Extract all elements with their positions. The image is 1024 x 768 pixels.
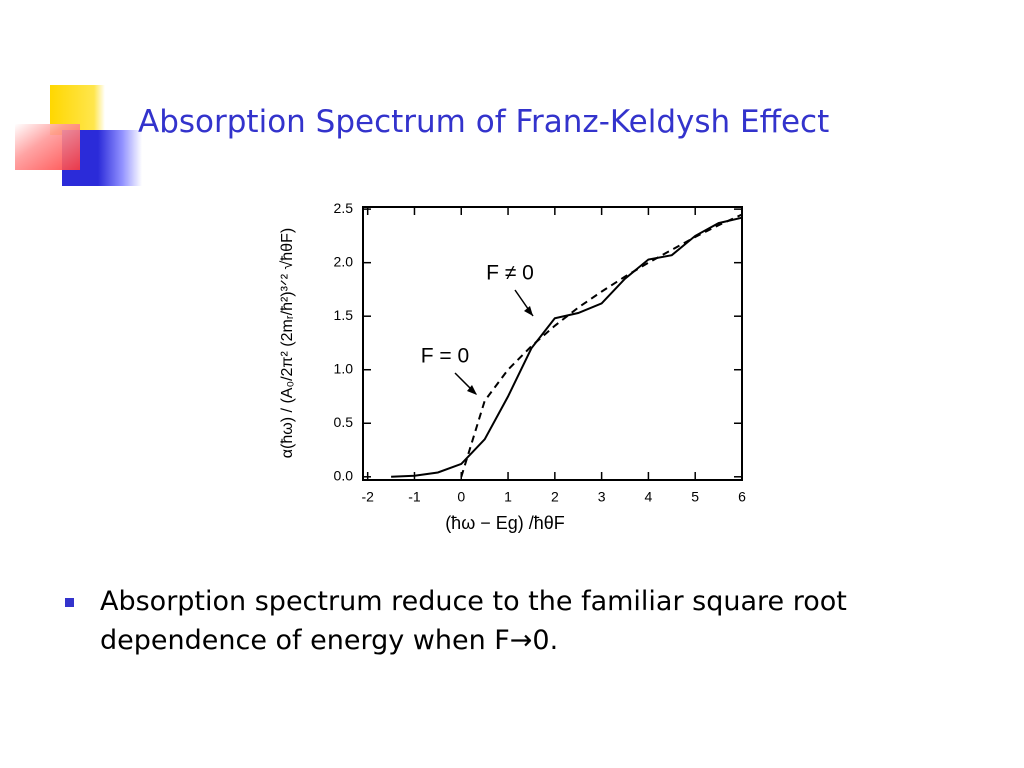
slide-title: Absorption Spectrum of Franz-Keldysh Eff… <box>138 104 830 140</box>
arrowhead <box>524 306 533 316</box>
annotation: F = 0 <box>421 345 469 368</box>
plot-frame <box>362 206 743 481</box>
arrowhead <box>467 385 477 395</box>
y-tick-label: 0.0 <box>334 467 354 483</box>
x-tick-label: 2 <box>551 489 559 505</box>
y-tick-label: 1.5 <box>334 307 354 323</box>
y-tick-label: 0.5 <box>334 414 354 430</box>
bullet-mark <box>65 598 74 607</box>
x-axis-label: (ħω − Eg) /ħθF <box>445 513 565 533</box>
deco-red <box>15 124 80 170</box>
x-tick-label: 5 <box>691 489 699 505</box>
x-tick-label: 6 <box>738 489 746 505</box>
x-tick-label: 4 <box>645 489 653 505</box>
y-tick-label: 1.0 <box>334 360 354 376</box>
x-tick-label: 1 <box>504 489 512 505</box>
x-tick-label: 0 <box>457 489 465 505</box>
series-line <box>460 213 743 478</box>
x-tick-label: 3 <box>598 489 606 505</box>
y-axis-label: α(ħω) / (A₀/2π² (2mᵣ/ħ²)³ᐟ² √ħθF) <box>279 228 296 458</box>
y-tick-label: 2.0 <box>334 253 354 269</box>
y-tick-label: 2.5 <box>334 200 354 216</box>
x-tick-label: -1 <box>408 489 421 505</box>
annotation: F ≠ 0 <box>486 262 534 285</box>
x-tick-label: -2 <box>361 489 374 505</box>
bullet-text: Absorption spectrum reduce to the famili… <box>100 586 847 656</box>
